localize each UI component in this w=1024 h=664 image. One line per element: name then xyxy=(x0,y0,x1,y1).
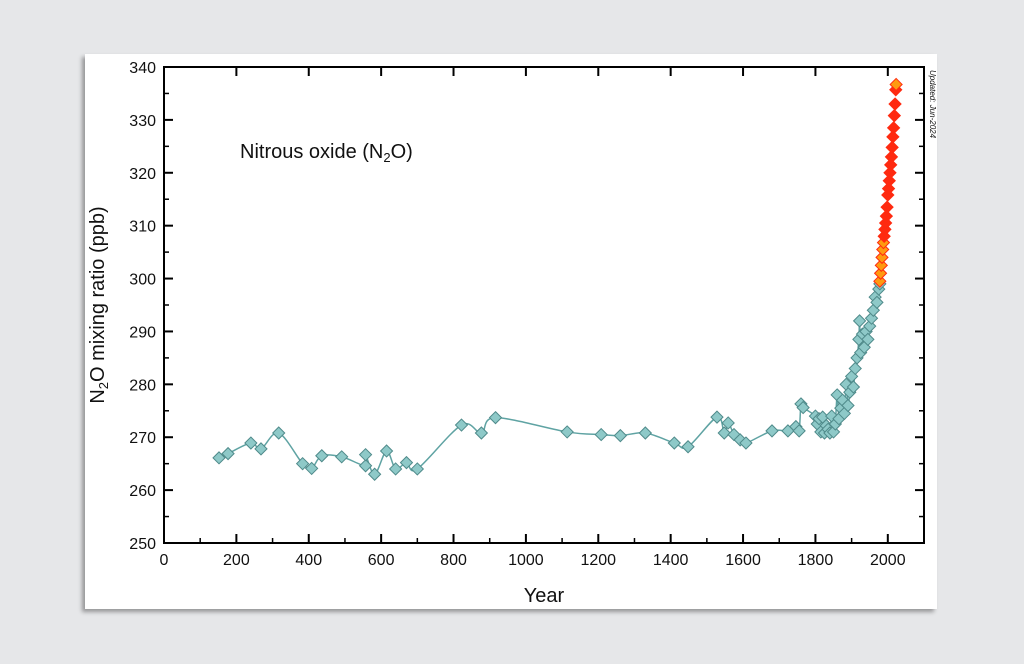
instrumental-point xyxy=(888,97,902,111)
ice-core-point xyxy=(410,462,425,476)
ice-core-point xyxy=(870,295,884,310)
ice-core-point xyxy=(474,426,489,440)
ice-core-point xyxy=(358,447,373,462)
y-tick-label: 320 xyxy=(129,166,156,183)
instrumental-point xyxy=(884,150,899,164)
y-tick-label: 270 xyxy=(129,430,156,447)
y-tick-label: 260 xyxy=(129,483,156,500)
x-tick-label: 1600 xyxy=(725,552,761,569)
ice-core-point xyxy=(454,418,469,432)
ice-core-point xyxy=(852,314,867,328)
x-tick-label: 600 xyxy=(368,552,395,569)
ice-core-point xyxy=(846,380,861,394)
instrumental-point xyxy=(883,158,898,172)
ice-core-point xyxy=(254,442,268,456)
x-tick-label: 1000 xyxy=(508,552,544,569)
y-tick-label: 310 xyxy=(129,219,156,236)
ice-core-point xyxy=(613,428,628,443)
ice-core-point xyxy=(388,462,403,476)
ice-core-point xyxy=(710,410,724,424)
instrumental-point xyxy=(879,209,894,223)
y-tick-label: 330 xyxy=(129,113,156,130)
y-tick-label: 280 xyxy=(129,377,156,394)
ice-core-point xyxy=(681,440,695,454)
ice-core-point xyxy=(765,424,779,438)
y-tick-label: 290 xyxy=(129,324,156,341)
ice-core-point xyxy=(796,400,810,415)
ice-core-point xyxy=(367,467,382,481)
instrumental-point xyxy=(886,121,901,135)
instrumental-point xyxy=(886,130,900,144)
ice-core-point xyxy=(488,410,503,425)
instrumental-point xyxy=(882,174,896,188)
ice-core-point xyxy=(792,424,806,438)
instrumental-point xyxy=(873,274,887,288)
chart-card xyxy=(85,54,937,609)
ice-core-point xyxy=(315,449,329,463)
instrumental-point xyxy=(875,250,889,265)
ice-core-point xyxy=(861,332,875,347)
x-tick-label: 800 xyxy=(440,552,467,569)
instrumental-point xyxy=(883,166,897,180)
plot-frame xyxy=(163,66,925,544)
ice-core-point xyxy=(272,426,286,440)
ice-core-point xyxy=(399,455,414,470)
y-tick-label: 300 xyxy=(129,272,156,289)
x-tick-label: 400 xyxy=(295,552,322,569)
ice-core-point xyxy=(358,459,373,473)
ice-core-point xyxy=(295,456,310,471)
x-axis-label: Year xyxy=(524,585,565,607)
x-tick-label: 2000 xyxy=(870,552,906,569)
x-tick-label: 200 xyxy=(223,552,250,569)
ice-core-point xyxy=(221,446,235,461)
x-tick-label: 0 xyxy=(160,552,169,569)
instrumental-point xyxy=(885,140,899,155)
ice-core-point xyxy=(304,461,319,476)
instrumental-point xyxy=(887,108,902,123)
ice-core-point xyxy=(212,451,226,465)
instrumental-point xyxy=(874,258,889,273)
x-tick-label: 1200 xyxy=(580,552,616,569)
ice-core-point xyxy=(594,427,608,442)
y-axis-label: N2O mixing ratio (ppb) xyxy=(87,206,111,403)
y-tick-label: 250 xyxy=(129,536,156,553)
ice-core-point xyxy=(848,361,862,376)
y-tick-label: 340 xyxy=(129,60,156,77)
x-tick-label: 1800 xyxy=(798,552,834,569)
ice-core-point xyxy=(841,398,855,413)
ice-core-point xyxy=(560,425,574,439)
instrumental-point xyxy=(881,181,896,196)
ice-core-point xyxy=(739,436,753,450)
updated-annotation: Updated: Jun-2024 xyxy=(928,70,937,139)
instrumental-point xyxy=(873,266,888,280)
chart-title: Nitrous oxide (N2O) xyxy=(240,141,413,165)
ice-core-smoothed-curve xyxy=(218,283,881,475)
ice-core-point xyxy=(334,450,349,464)
ice-core-point xyxy=(244,436,258,450)
instrumental-point xyxy=(889,77,903,92)
ice-core-point xyxy=(717,426,731,440)
ice-core-point xyxy=(667,436,681,450)
instrumental-point xyxy=(880,200,894,214)
ice-core-point xyxy=(638,426,653,440)
ice-core-point xyxy=(379,444,394,458)
ice-core-point xyxy=(721,416,735,430)
x-tick-label: 1400 xyxy=(653,552,689,569)
